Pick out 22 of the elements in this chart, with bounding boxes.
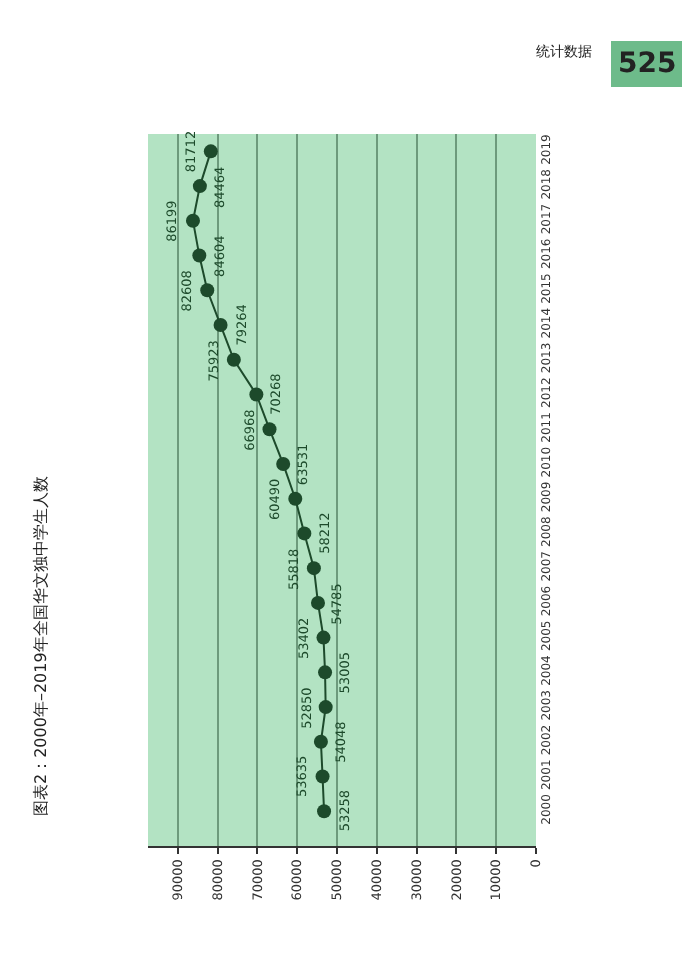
point bbox=[213, 318, 228, 333]
point bbox=[315, 769, 330, 784]
point bbox=[318, 665, 333, 680]
text: 图表2：2000年–2019年全国华文独中学生人数 bbox=[32, 476, 50, 816]
point bbox=[249, 387, 264, 402]
point bbox=[313, 734, 328, 749]
point bbox=[226, 352, 241, 367]
text: 525 bbox=[618, 48, 677, 80]
point bbox=[276, 456, 291, 471]
point bbox=[192, 179, 207, 194]
point bbox=[203, 144, 218, 159]
point bbox=[262, 422, 277, 437]
point bbox=[185, 213, 200, 228]
point bbox=[288, 491, 303, 506]
point bbox=[200, 283, 215, 298]
point bbox=[316, 630, 331, 645]
point bbox=[297, 526, 312, 541]
point bbox=[318, 700, 333, 715]
point bbox=[317, 804, 332, 819]
point bbox=[306, 561, 321, 576]
point bbox=[192, 248, 207, 263]
point bbox=[310, 595, 325, 610]
